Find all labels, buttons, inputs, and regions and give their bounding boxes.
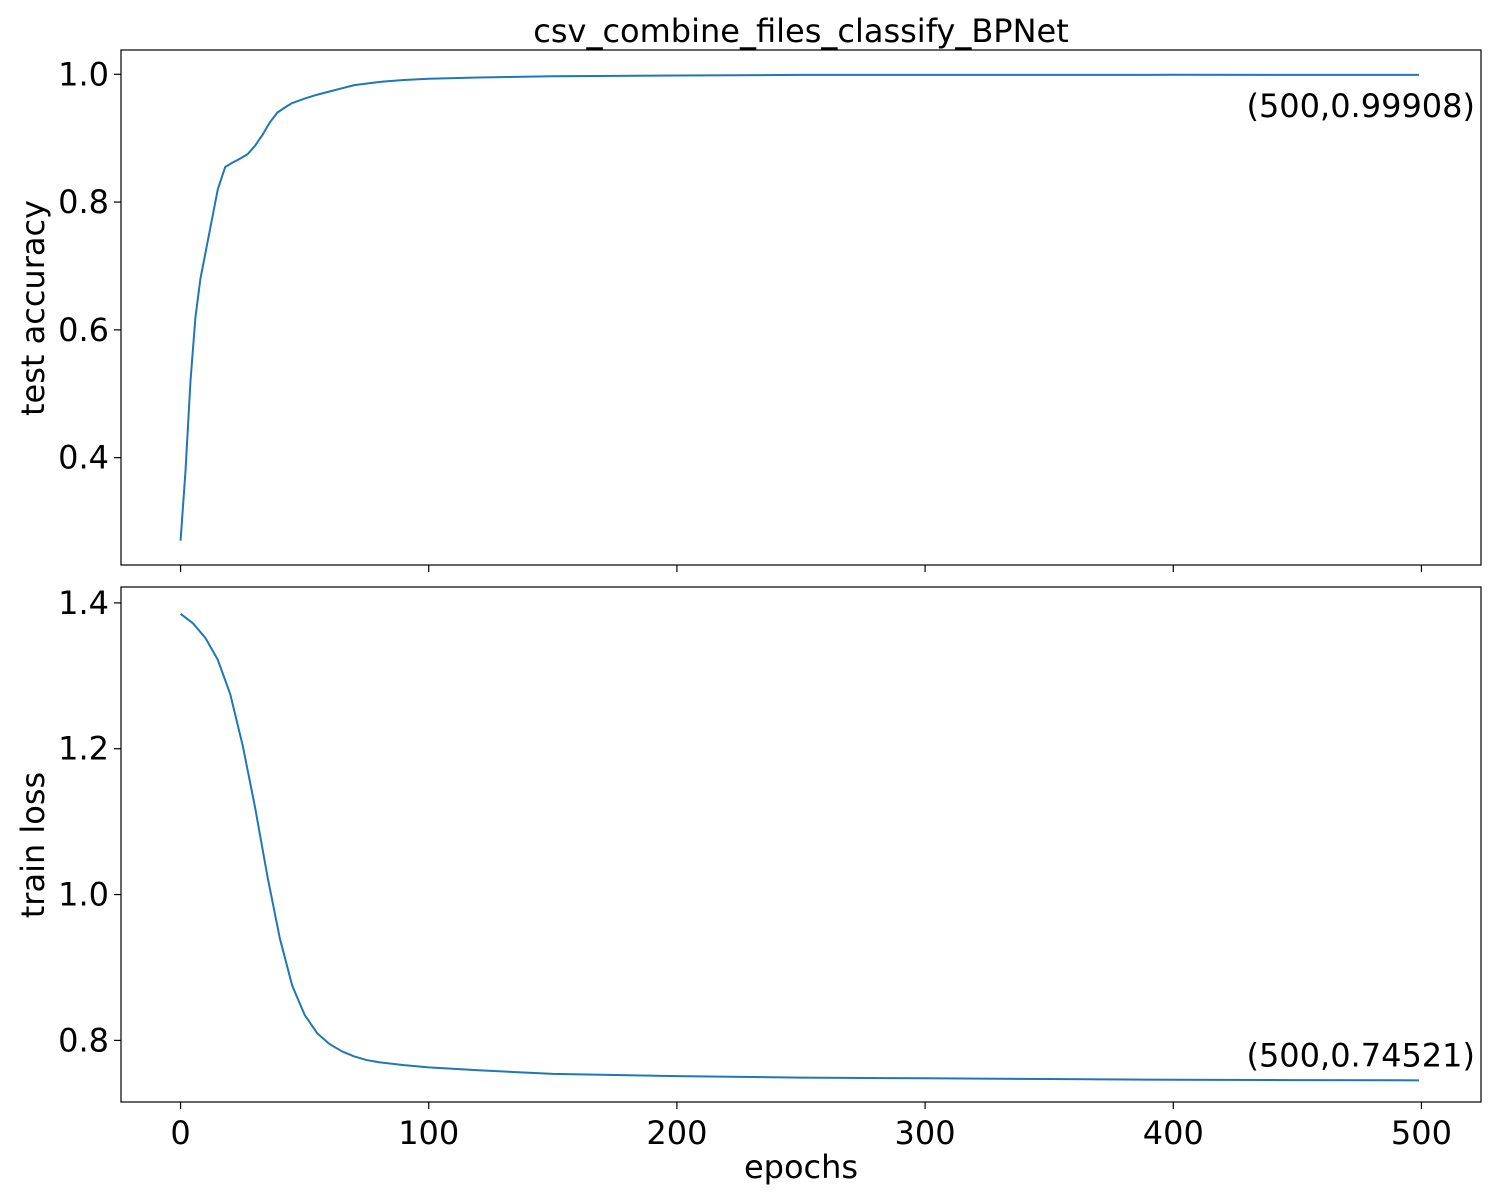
accuracy-y-tick-label: 0.6 (58, 311, 109, 349)
loss-y-tick-label: 1.4 (58, 584, 109, 622)
loss-y-axis-label: train loss (14, 772, 52, 918)
loss-x-tick-label: 0 (170, 1114, 190, 1152)
accuracy-series-line (179, 73, 1419, 541)
loss-y-tick-label: 0.8 (58, 1021, 109, 1059)
loss-plot-frame (120, 586, 1482, 1103)
accuracy-final-annotation: (500,0.99908) (1246, 87, 1475, 125)
accuracy-panel: test accuracy 0.4 0.6 0.8 1.0 (500,0.99908) (14, 49, 1482, 572)
loss-y-ticks: 0.8 1.0 1.2 1.4 (58, 584, 121, 1059)
loss-y-tick-label: 1.2 (58, 730, 109, 768)
accuracy-y-tick-label: 1.0 (58, 55, 109, 93)
accuracy-plot-frame (120, 49, 1482, 566)
loss-panel: train loss epochs 0 100 200 300 400 500 0.8 1.… (14, 584, 1482, 1186)
x-axis-label: epochs (744, 1148, 858, 1186)
loss-x-ticks: 0 100 200 300 400 500 (170, 1102, 1452, 1152)
accuracy-x-ticks (179, 565, 1423, 572)
accuracy-y-ticks: 0.4 0.6 0.8 1.0 (58, 55, 121, 477)
accuracy-y-tick-label: 0.8 (58, 183, 109, 221)
loss-x-tick-label: 300 (895, 1114, 956, 1152)
loss-x-tick-label: 100 (398, 1114, 459, 1152)
loss-x-tick-label: 200 (646, 1114, 707, 1152)
loss-x-tick-label: 400 (1143, 1114, 1204, 1152)
accuracy-y-tick-label: 0.4 (58, 439, 109, 477)
loss-series-line (179, 613, 1419, 1082)
loss-final-annotation: (500,0.74521) (1246, 1036, 1475, 1074)
accuracy-y-axis-label: test accuracy (14, 200, 52, 416)
chart-title: csv_combine_files_classify_BPNet (533, 12, 1069, 50)
loss-y-tick-label: 1.0 (58, 876, 109, 914)
loss-x-tick-label: 500 (1391, 1114, 1452, 1152)
